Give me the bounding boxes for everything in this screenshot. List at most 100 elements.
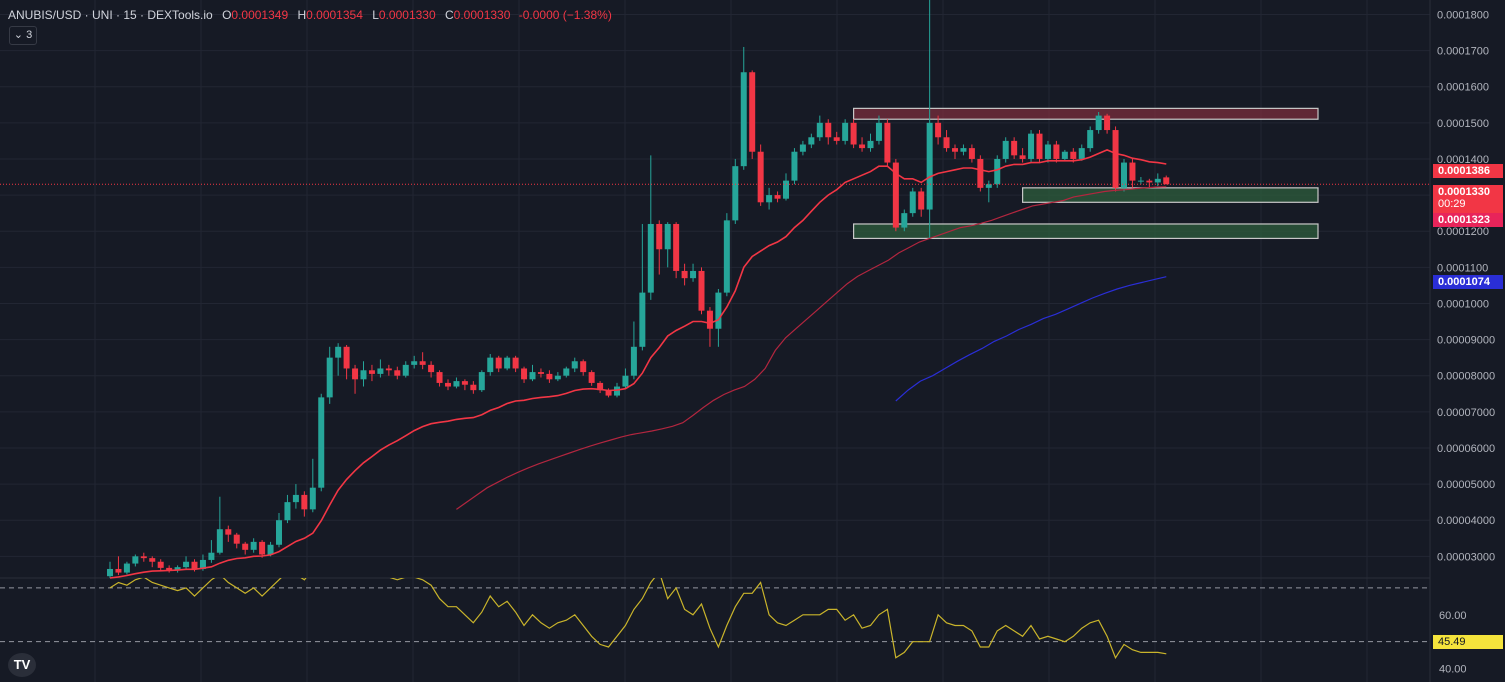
candle-body	[943, 137, 950, 149]
support-zone	[1021, 187, 1319, 203]
candle-body	[1154, 178, 1161, 183]
candle-body	[690, 270, 697, 279]
candle-body	[1087, 130, 1094, 149]
price-tick-label: 0.0001700	[1437, 46, 1489, 58]
candle-body	[453, 381, 460, 387]
last-price-badge: 0.0001330 00:29	[1433, 185, 1503, 213]
price-tick-label: 0.0001100	[1437, 262, 1488, 274]
candle-body	[926, 122, 933, 210]
ema-slow-price-badge: 0.0001074	[1433, 275, 1503, 289]
candle-body	[1095, 115, 1102, 131]
candle-body	[191, 561, 198, 569]
candle-body	[563, 368, 570, 376]
candle-body	[757, 151, 764, 203]
candle-body	[605, 390, 612, 396]
candle-body	[630, 346, 637, 376]
candle-body	[935, 122, 942, 138]
candle-body	[1137, 180, 1144, 182]
candle-body	[622, 375, 629, 387]
price-tick-label: 0.0001500	[1437, 118, 1489, 130]
candle-body	[495, 357, 502, 369]
candle-body	[318, 397, 325, 488]
candle-body	[580, 361, 587, 373]
candle-body	[766, 195, 773, 203]
candle-body	[715, 292, 722, 329]
candle-body	[740, 72, 747, 167]
candle-body	[842, 122, 849, 141]
high-value: 0.0001354	[306, 8, 363, 22]
candle-body	[571, 361, 578, 369]
price-tick-label: 0.00005000	[1437, 479, 1495, 491]
rsi-pane	[0, 578, 1430, 660]
candle-body	[791, 151, 798, 181]
bar-countdown: 00:29	[1438, 198, 1466, 210]
price-tick-label: 0.00008000	[1437, 371, 1495, 383]
price-tick-label: 0.0001400	[1437, 154, 1489, 166]
candle-body	[706, 310, 713, 329]
candle-body	[419, 361, 426, 365]
symbol-legend: ANUBIS/USD · UNI · 15 · DEXTools.io O0.0…	[8, 8, 612, 22]
candle-body	[529, 372, 536, 380]
candle-body	[140, 556, 147, 559]
candle-body	[850, 122, 857, 145]
price-tick-label: 0.00009000	[1437, 335, 1495, 347]
candle-body	[639, 292, 646, 347]
indicator-count: 3	[26, 29, 33, 41]
candle-body	[352, 368, 359, 380]
candle-body	[478, 372, 485, 391]
candle-body	[875, 122, 882, 141]
rsi-value-badge: 45.49	[1433, 635, 1503, 649]
candle-body	[681, 270, 688, 279]
ema-mid-price-badge: 0.0001323	[1433, 213, 1503, 227]
candle-body	[960, 148, 967, 152]
candle-body	[749, 72, 756, 152]
candle-body	[1112, 130, 1119, 188]
candle-body	[833, 137, 840, 141]
close-value: 0.0001330	[453, 8, 511, 22]
candle-body	[723, 220, 730, 293]
candle-body	[867, 140, 874, 149]
candle-body	[597, 382, 604, 391]
price-tick-label: 0.00006000	[1437, 443, 1495, 455]
candle-body	[343, 346, 350, 369]
candle-body	[461, 381, 468, 385]
candle-body	[166, 567, 173, 571]
candle-body	[614, 386, 620, 396]
candle-body	[208, 552, 215, 560]
price-tick-label: 0.00003000	[1437, 551, 1495, 563]
tradingview-logo[interactable]: TV	[8, 653, 36, 677]
candle-body	[183, 561, 190, 568]
candle-body	[732, 166, 739, 221]
candle-body	[487, 357, 494, 373]
candle-body	[554, 375, 561, 380]
candle-body	[216, 529, 223, 553]
candle-body	[199, 559, 206, 569]
candle-body	[656, 223, 663, 250]
rsi-tick-label: 40.00	[1439, 664, 1467, 676]
candle-body	[892, 162, 899, 228]
candle-body	[512, 357, 519, 369]
symbol-title: ANUBIS/USD · UNI · 15 · DEXTools.io	[8, 8, 213, 22]
price-tick-label: 0.0001600	[1437, 82, 1489, 94]
ema-mid-price: 0.0001323	[1438, 214, 1490, 226]
candle-body	[242, 543, 249, 550]
candle-body	[115, 568, 122, 573]
candle-body	[470, 384, 477, 391]
candle-body	[250, 541, 257, 550]
ema-fast-price-badge: 0.0001386	[1433, 164, 1503, 178]
candle-body	[1070, 151, 1077, 159]
indicators-collapse-button[interactable]: ⌄ 3	[9, 26, 37, 45]
candle-body	[1002, 140, 1009, 159]
candle-body	[267, 544, 274, 555]
candle-body	[368, 370, 375, 374]
rsi-line	[109, 578, 1167, 660]
candle-body	[774, 195, 781, 199]
close-label: C	[445, 8, 454, 22]
ema-slow-price: 0.0001074	[1438, 276, 1490, 288]
candle-body	[326, 357, 333, 398]
price-tick-label: 0.0001000	[1437, 298, 1489, 310]
candle-body	[698, 270, 705, 311]
candle-body	[301, 494, 308, 510]
